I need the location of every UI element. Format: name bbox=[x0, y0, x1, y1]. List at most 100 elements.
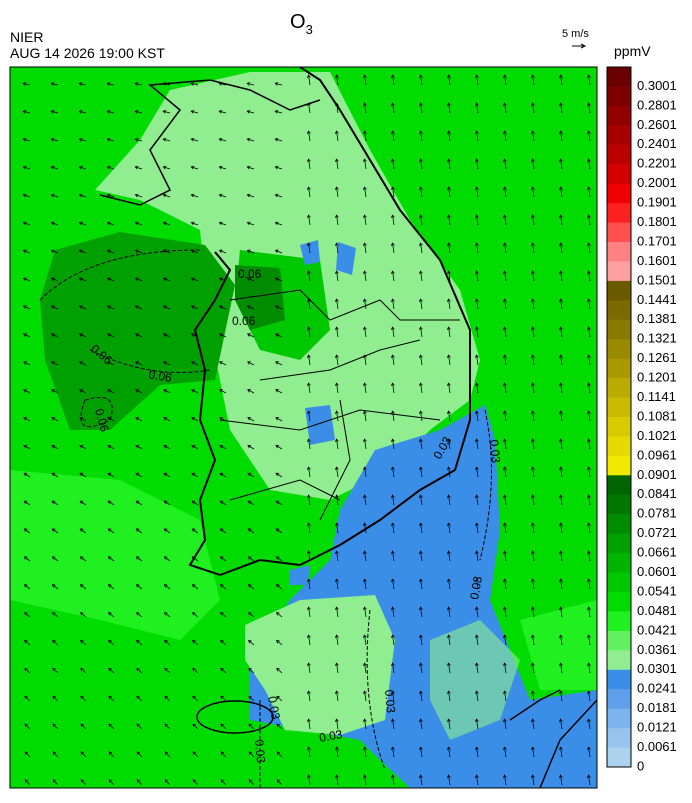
wind-arrowhead bbox=[418, 130, 423, 135]
wind-arrow bbox=[448, 747, 451, 758]
wind-arrow bbox=[164, 612, 171, 618]
wind-arrowhead bbox=[334, 774, 339, 779]
wind-arrow bbox=[52, 751, 59, 758]
wind-arrow bbox=[79, 500, 87, 506]
wind-arrowhead bbox=[390, 326, 395, 331]
wind-arrow bbox=[336, 523, 339, 534]
wind-arrow bbox=[107, 500, 115, 506]
wind-arrow bbox=[476, 75, 479, 86]
wind-arrow bbox=[504, 719, 507, 730]
wind-arrowhead bbox=[362, 130, 367, 135]
colorbar-swatch bbox=[607, 183, 631, 204]
wind-arrow bbox=[247, 82, 255, 86]
wind-arrowhead bbox=[530, 298, 535, 303]
wind-arrowhead bbox=[135, 556, 140, 560]
wind-arrow bbox=[248, 779, 255, 786]
wind-arrowhead bbox=[24, 751, 29, 756]
wind-arrow bbox=[23, 445, 31, 450]
wind-arrowhead bbox=[218, 109, 223, 114]
wind-arrow bbox=[448, 215, 451, 226]
wind-arrowhead bbox=[362, 158, 367, 163]
wind-arrowhead bbox=[390, 522, 395, 527]
wind-arrowhead bbox=[246, 193, 251, 198]
wind-arrowhead bbox=[362, 354, 367, 359]
wind-arrowhead bbox=[191, 500, 196, 505]
wind-arrow bbox=[364, 635, 367, 646]
wind-arrowhead bbox=[390, 270, 395, 275]
wind-arrow bbox=[560, 131, 563, 142]
wind-arrow bbox=[276, 640, 283, 646]
wind-arrowhead bbox=[52, 723, 57, 728]
wind-arrowhead bbox=[135, 361, 139, 365]
wind-arrowhead bbox=[192, 751, 197, 756]
wind-arrowhead bbox=[248, 751, 253, 756]
wind-arrow bbox=[560, 523, 563, 534]
title-subscript: 3 bbox=[306, 22, 313, 37]
wind-arrowhead bbox=[586, 522, 591, 527]
wind-arrow bbox=[364, 495, 367, 506]
wind-arrow bbox=[248, 528, 255, 534]
wind-arrowhead bbox=[23, 500, 28, 505]
wind-arrowhead bbox=[474, 410, 479, 415]
wind-arrow bbox=[220, 584, 227, 590]
wind-arrow bbox=[532, 355, 535, 366]
wind-arrow bbox=[588, 103, 591, 114]
wind-arrowhead bbox=[474, 326, 479, 331]
wind-arrow bbox=[247, 361, 255, 366]
wind-arrow bbox=[52, 695, 59, 702]
wind-arrowhead bbox=[162, 333, 167, 337]
wind-arrow bbox=[51, 277, 59, 282]
wind-arrow bbox=[80, 556, 87, 562]
colorbar-label: 0.1701 bbox=[637, 233, 677, 248]
wind-arrowhead bbox=[390, 550, 395, 555]
wind-arrowhead bbox=[362, 606, 367, 611]
wind-arrow bbox=[192, 779, 199, 786]
wind-arrow bbox=[504, 663, 507, 674]
wind-arrow bbox=[248, 640, 255, 646]
contour-label: 0.06 bbox=[232, 314, 256, 328]
wind-arrow bbox=[79, 222, 87, 226]
wind-arrowhead bbox=[275, 417, 279, 421]
wind-arrowhead bbox=[80, 723, 85, 728]
wind-arrowhead bbox=[586, 186, 591, 191]
wind-arrowhead bbox=[446, 634, 451, 639]
wind-arrow bbox=[79, 417, 87, 422]
wind-arrow bbox=[504, 551, 507, 562]
wind-arrowhead bbox=[306, 410, 311, 415]
wind-arrowhead bbox=[558, 578, 563, 583]
wind-arrow bbox=[80, 751, 87, 758]
wind-arrowhead bbox=[474, 522, 479, 527]
wind-arrow bbox=[52, 668, 59, 674]
wind-arrow bbox=[476, 411, 479, 422]
wind-arrow bbox=[588, 243, 591, 254]
wind-arrowhead bbox=[276, 751, 281, 756]
wind-arrow bbox=[23, 361, 31, 366]
wind-arrow bbox=[392, 327, 395, 338]
wind-arrow bbox=[164, 668, 171, 674]
wind-arrow bbox=[247, 222, 255, 226]
wind-arrow bbox=[108, 556, 115, 562]
wind-arrow bbox=[476, 439, 479, 450]
wind-arrow bbox=[276, 723, 283, 730]
wind-arrowhead bbox=[586, 606, 591, 611]
wind-arrowhead bbox=[474, 746, 479, 751]
wind-arrowhead bbox=[334, 270, 339, 275]
colorbar-swatch bbox=[607, 319, 631, 340]
wind-arrow bbox=[135, 222, 143, 226]
wind-arrow bbox=[392, 607, 395, 618]
wind-arrow bbox=[448, 243, 451, 254]
wind-arrow bbox=[51, 82, 59, 86]
wind-arrowhead bbox=[190, 333, 195, 337]
colorbar-swatch bbox=[607, 417, 631, 437]
wind-arrowhead bbox=[558, 382, 563, 387]
wind-arrow bbox=[588, 747, 591, 758]
wind-arrowhead bbox=[51, 361, 55, 365]
wind-arrow bbox=[336, 103, 339, 114]
wind-arrow bbox=[52, 556, 59, 562]
wind-arrowhead bbox=[163, 389, 167, 393]
wind-arrow bbox=[79, 277, 87, 282]
contour-labels: 0.060.060.060.060.060.03 0.030.030.030.03… bbox=[88, 267, 503, 764]
wind-arrow bbox=[560, 719, 563, 730]
wind-arrowhead bbox=[135, 612, 140, 616]
wind-arrow bbox=[308, 523, 311, 534]
